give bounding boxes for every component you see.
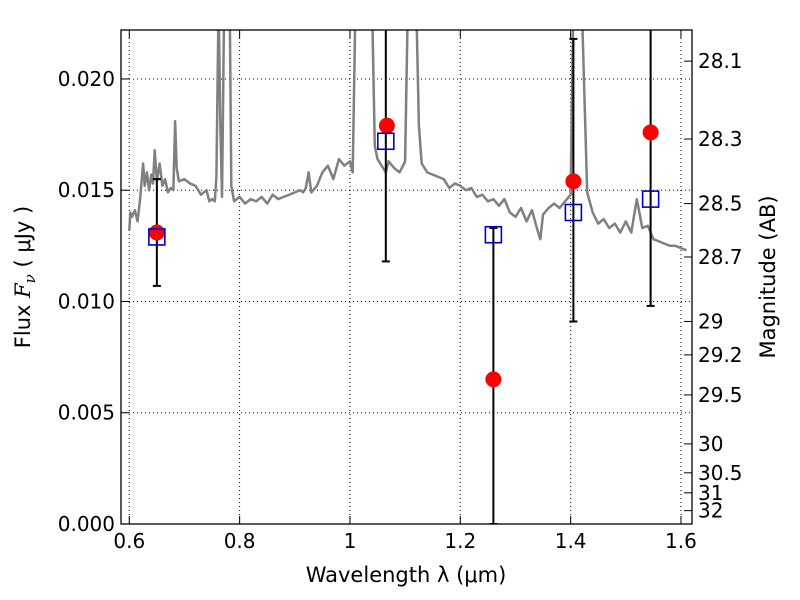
y-axis-title: Flux Fν ( μJy ): [11, 206, 39, 348]
x-tick-label: 1.6: [665, 529, 697, 553]
y-tick-label: 0.000: [58, 512, 115, 536]
measured-point: [565, 173, 582, 190]
plot-frame: [120, 29, 693, 525]
model-point: [377, 132, 395, 151]
measured-point: [642, 124, 659, 141]
y-tick-label: 0.010: [58, 289, 115, 313]
model-point: [641, 190, 660, 208]
x-tick-label: 1: [344, 529, 357, 553]
y2-tick-label: 28.1: [698, 49, 743, 73]
model-point: [484, 225, 503, 244]
y2-tick-label: 31: [698, 481, 723, 505]
axis-ticks: 0.6 0.8 1 1.2 1.4 1.6 0.000 0.005 0.010 0.015 0.02…: [58, 30, 743, 553]
measured-point: [378, 117, 395, 134]
y2-tick-label: 29: [698, 310, 723, 334]
y2-tick-label: 32: [698, 499, 723, 523]
x-tick-label: 1.2: [444, 529, 476, 553]
model-point: [564, 203, 583, 222]
right-axis-title: Magnitude (AB): [756, 195, 780, 358]
x-tick-label: 0.8: [224, 529, 256, 553]
x-axis-title: Wavelength λ (μm): [306, 563, 507, 587]
error-bars: [152, 30, 655, 524]
y2-tick-label: 28.5: [698, 192, 743, 216]
y2-tick-label: 29.2: [698, 343, 743, 367]
spectrum-line: [128, 30, 687, 252]
x-tick-label: 1.4: [555, 529, 587, 553]
y-axis-title-suffix: ( μJy ): [11, 206, 35, 274]
y-axis-title-prefix: Flux: [11, 298, 35, 348]
y-tick-label: 0.020: [58, 67, 115, 91]
y2-tick-label: 30.5: [698, 461, 743, 485]
model-flux-points: [148, 132, 660, 246]
x-tick-label: 0.6: [113, 529, 145, 553]
y2-tick-label: 29.5: [698, 383, 743, 407]
y-tick-label: 0.015: [58, 178, 115, 202]
measured-point: [485, 371, 502, 388]
spectrum-series: [128, 30, 687, 252]
model-point: [148, 228, 166, 246]
y2-tick-label: 30: [698, 432, 723, 456]
y2-tick-label: 28.7: [698, 245, 743, 269]
y-axis-title-subscript: ν: [21, 274, 39, 283]
measured-point: [148, 224, 165, 241]
y-axis-title-symbol: F: [11, 282, 35, 299]
y-tick-label: 0.005: [58, 401, 115, 425]
measured-flux-points: [148, 117, 659, 388]
y2-tick-label: 28.3: [698, 127, 743, 151]
